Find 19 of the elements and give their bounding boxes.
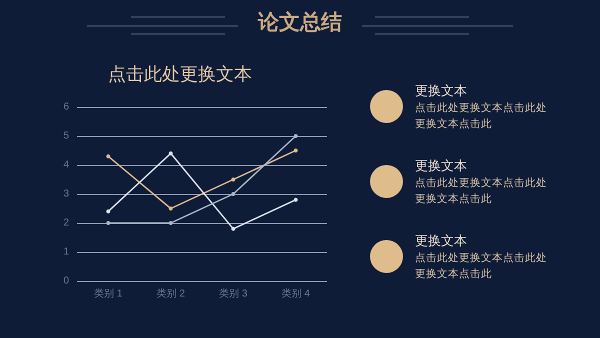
text: 点击此处更换文本点击此处更换文本点击此: [415, 176, 548, 207]
y-tick-label: 1: [63, 246, 70, 258]
y-tick-label: 5: [63, 130, 70, 142]
text: 更换文本: [415, 83, 467, 100]
y-tick-label: 0: [63, 276, 70, 286]
text: 更换文本: [415, 233, 467, 250]
text: 点击此处更换文本点击此处更换文本点击此: [415, 251, 548, 282]
x-tick-label: 类别 1: [94, 288, 123, 300]
y-tick-label: 4: [63, 160, 70, 170]
x-tick-label: 类别 2: [156, 288, 186, 300]
y-tick-label: 6: [63, 102, 70, 112]
text: 更换文本: [415, 158, 467, 175]
chart-subtitle: 点击此处更换文本: [108, 63, 252, 86]
x-tick-label: 类别 3: [219, 288, 248, 300]
y-tick-label: 3: [63, 188, 70, 200]
chart-title: 论文总结: [256, 9, 343, 36]
x-tick-label: 类别 4: [282, 288, 310, 300]
text: 点击此处更换文本点击此处更换文本点击此: [415, 101, 548, 132]
y-tick-label: 2: [63, 218, 70, 228]
